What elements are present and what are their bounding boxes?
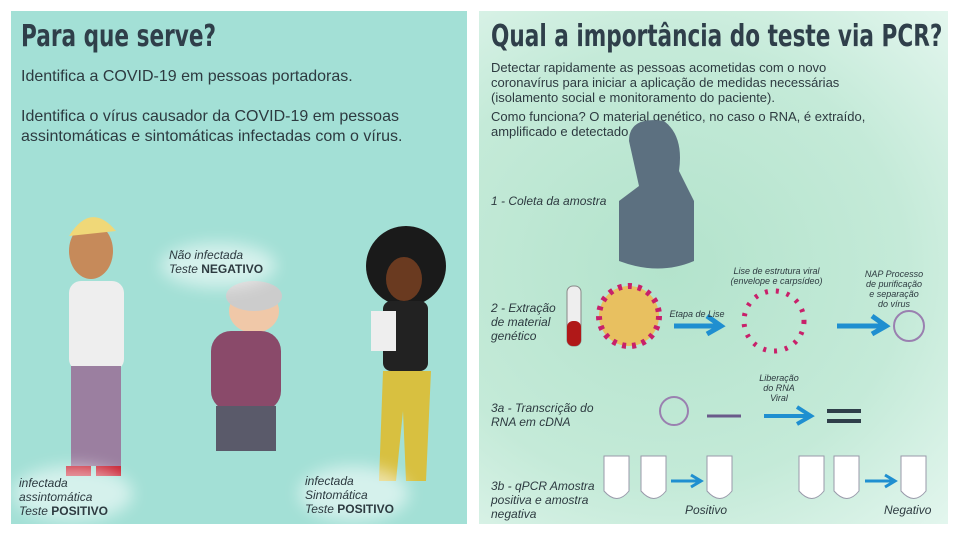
lise-step-label: Etapa de Lise [669, 309, 725, 319]
person2-caption: Não infectada Teste NEGATIVO [169, 248, 263, 276]
caption-line: assintomática [19, 490, 93, 504]
caption-bg [161, 243, 276, 288]
caption-bg [13, 466, 133, 521]
caption-line: infectada [305, 474, 354, 488]
result-positive: POSITIVO [51, 504, 108, 518]
step3a-label: 3a - Transcrição do RNA em cDNA [491, 401, 594, 429]
arrow-icon [674, 313, 726, 337]
pcr-process-illustration [566, 120, 927, 499]
right-para1: Detectar rapidamente as pessoas acometid… [491, 60, 840, 105]
caption-bg [299, 466, 409, 521]
qpcr-negative-tubes [798, 455, 927, 499]
caption-line: infectada [19, 476, 68, 490]
man-figure [66, 217, 124, 476]
step3b-label: 3b - qPCR Amostra positiva e amostra neg… [491, 479, 595, 521]
person3-caption: infectada Sintomática Teste POSITIVO [305, 474, 394, 516]
result-positive: POSITIVO [337, 502, 394, 516]
people-illustration [66, 217, 446, 481]
caption-line: Sintomática [305, 488, 368, 502]
caption-line: Teste [305, 502, 338, 516]
negative-label: Negativo [884, 503, 932, 517]
right-title: Qual a importância do teste via PCR? [491, 19, 943, 54]
left-line2: Identifica o vírus causador da COVID-19 … [21, 108, 403, 145]
step2-label: 2 - Extração de material genético [491, 301, 556, 343]
lysed-virus-icon [741, 288, 807, 354]
arrow-icon [865, 473, 898, 489]
arrow-icon [764, 405, 815, 426]
test-tube-icon [566, 285, 582, 347]
right-panel: Qual a importância do teste via PCR? Det… [479, 11, 948, 524]
qpcr-positive-tubes [603, 455, 733, 499]
step1-label: 1 - Coleta da amostra [491, 194, 607, 208]
right-para2: Como funciona? O material genético, no c… [491, 109, 866, 139]
cdna-icon [827, 409, 861, 423]
rna-release-label: Liberação do RNA Viral [759, 373, 799, 403]
caption-line: Não infectada [169, 248, 244, 262]
caption-line: Teste [19, 504, 52, 518]
head-lungs-icon [619, 120, 694, 269]
elderly-woman-figure [211, 281, 282, 451]
nap-label: NAP Processo de purificação e separação … [864, 269, 924, 309]
positive-label: Positivo [685, 503, 728, 517]
result-negative: NEGATIVO [201, 262, 264, 276]
left-title: Para que serve? [21, 19, 217, 54]
caption-line: Teste [169, 262, 202, 276]
left-panel: Para que serve? Identifica a COVID-19 em… [11, 11, 467, 524]
arrow-icon [671, 473, 704, 489]
woman-figure [366, 226, 446, 481]
left-line1: Identifica a COVID-19 em pessoas portado… [21, 68, 353, 85]
person1-caption: infectada assintomática Teste POSITIVO [19, 476, 108, 518]
arrow-icon [837, 313, 891, 337]
virus-icon [596, 283, 662, 349]
rna-icon [893, 310, 925, 342]
rna-icon [659, 396, 689, 426]
lise-structure-label: Lise de estrutura viral (envelope e carp… [730, 266, 823, 286]
